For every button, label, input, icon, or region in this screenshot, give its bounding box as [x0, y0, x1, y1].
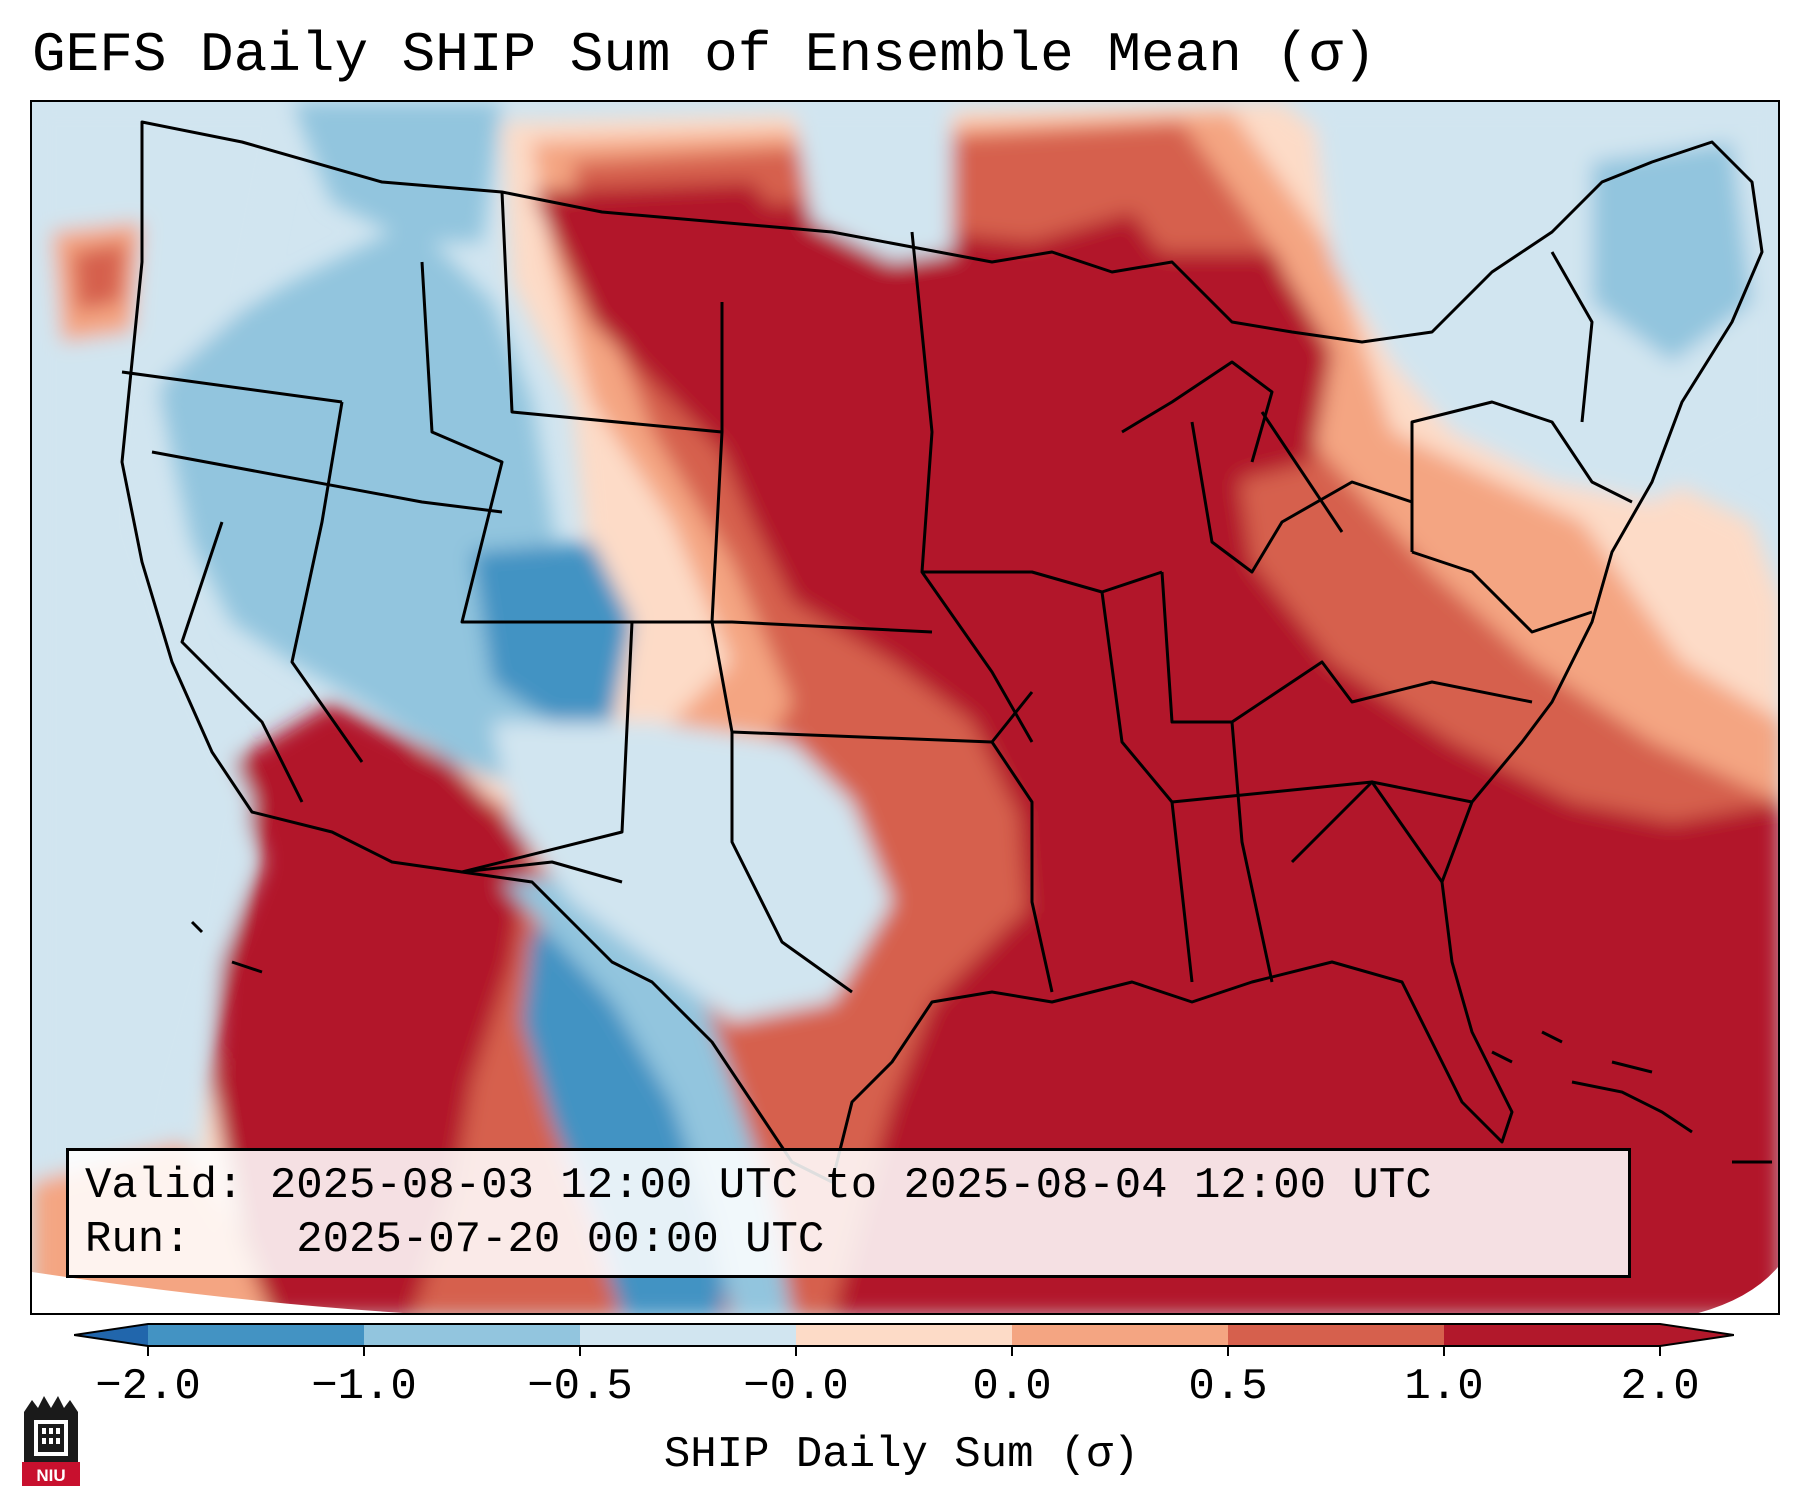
valid-row: Valid: 2025-08-03 12:00 UTC to 2025-08-0… [85, 1159, 1628, 1213]
colorbar-segment [1444, 1324, 1661, 1346]
colorbar-tick-label: 1.0 [1404, 1362, 1484, 1412]
map-title: GEFS Daily SHIP Sum of Ensemble Mean (σ) [32, 23, 1377, 87]
run-row: Run: 2025-07-20 00:00 UTC [85, 1213, 1628, 1267]
svg-text:NIU: NIU [36, 1466, 65, 1485]
colorbar-tick-label: −1.0 [311, 1362, 417, 1412]
colorbar-over-arrow [1660, 1324, 1734, 1346]
colorbar-tick-label: −0.0 [743, 1362, 849, 1412]
validity-info-box: Valid: 2025-08-03 12:00 UTC to 2025-08-0… [66, 1148, 1631, 1278]
colorbar-tick-label: 2.0 [1620, 1362, 1700, 1412]
ship-map [32, 102, 1778, 1313]
colorbar-tick-label: −0.5 [527, 1362, 633, 1412]
colorbar-segment [1228, 1324, 1445, 1346]
valid-label: Valid: [85, 1161, 244, 1211]
colorbar-label: SHIP Daily Sum (σ) [663, 1430, 1140, 1480]
niu-logo: NIU [22, 1396, 80, 1486]
colorbar-segment [364, 1324, 581, 1346]
colorbar-segment [1012, 1324, 1229, 1346]
map-panel [30, 100, 1780, 1315]
state-borders [120, 120, 1764, 1184]
colorbar-segment [580, 1324, 797, 1346]
colorbar-tick-label: 0.5 [1188, 1362, 1268, 1412]
run-label: Run: [85, 1215, 191, 1265]
colorbar-segment [796, 1324, 1013, 1346]
coastlines [190, 920, 1772, 1164]
colorbar-under-arrow [74, 1324, 148, 1346]
valid-value: 2025-08-03 12:00 UTC to 2025-08-04 12:00… [269, 1161, 1432, 1211]
colorbar [74, 1323, 1734, 1356]
colorbar-tick-label: −2.0 [95, 1362, 201, 1412]
colorbar-segment [148, 1324, 365, 1346]
colorbar-tick-label: 0.0 [972, 1362, 1052, 1412]
run-value: 2025-07-20 00:00 UTC [296, 1215, 825, 1265]
